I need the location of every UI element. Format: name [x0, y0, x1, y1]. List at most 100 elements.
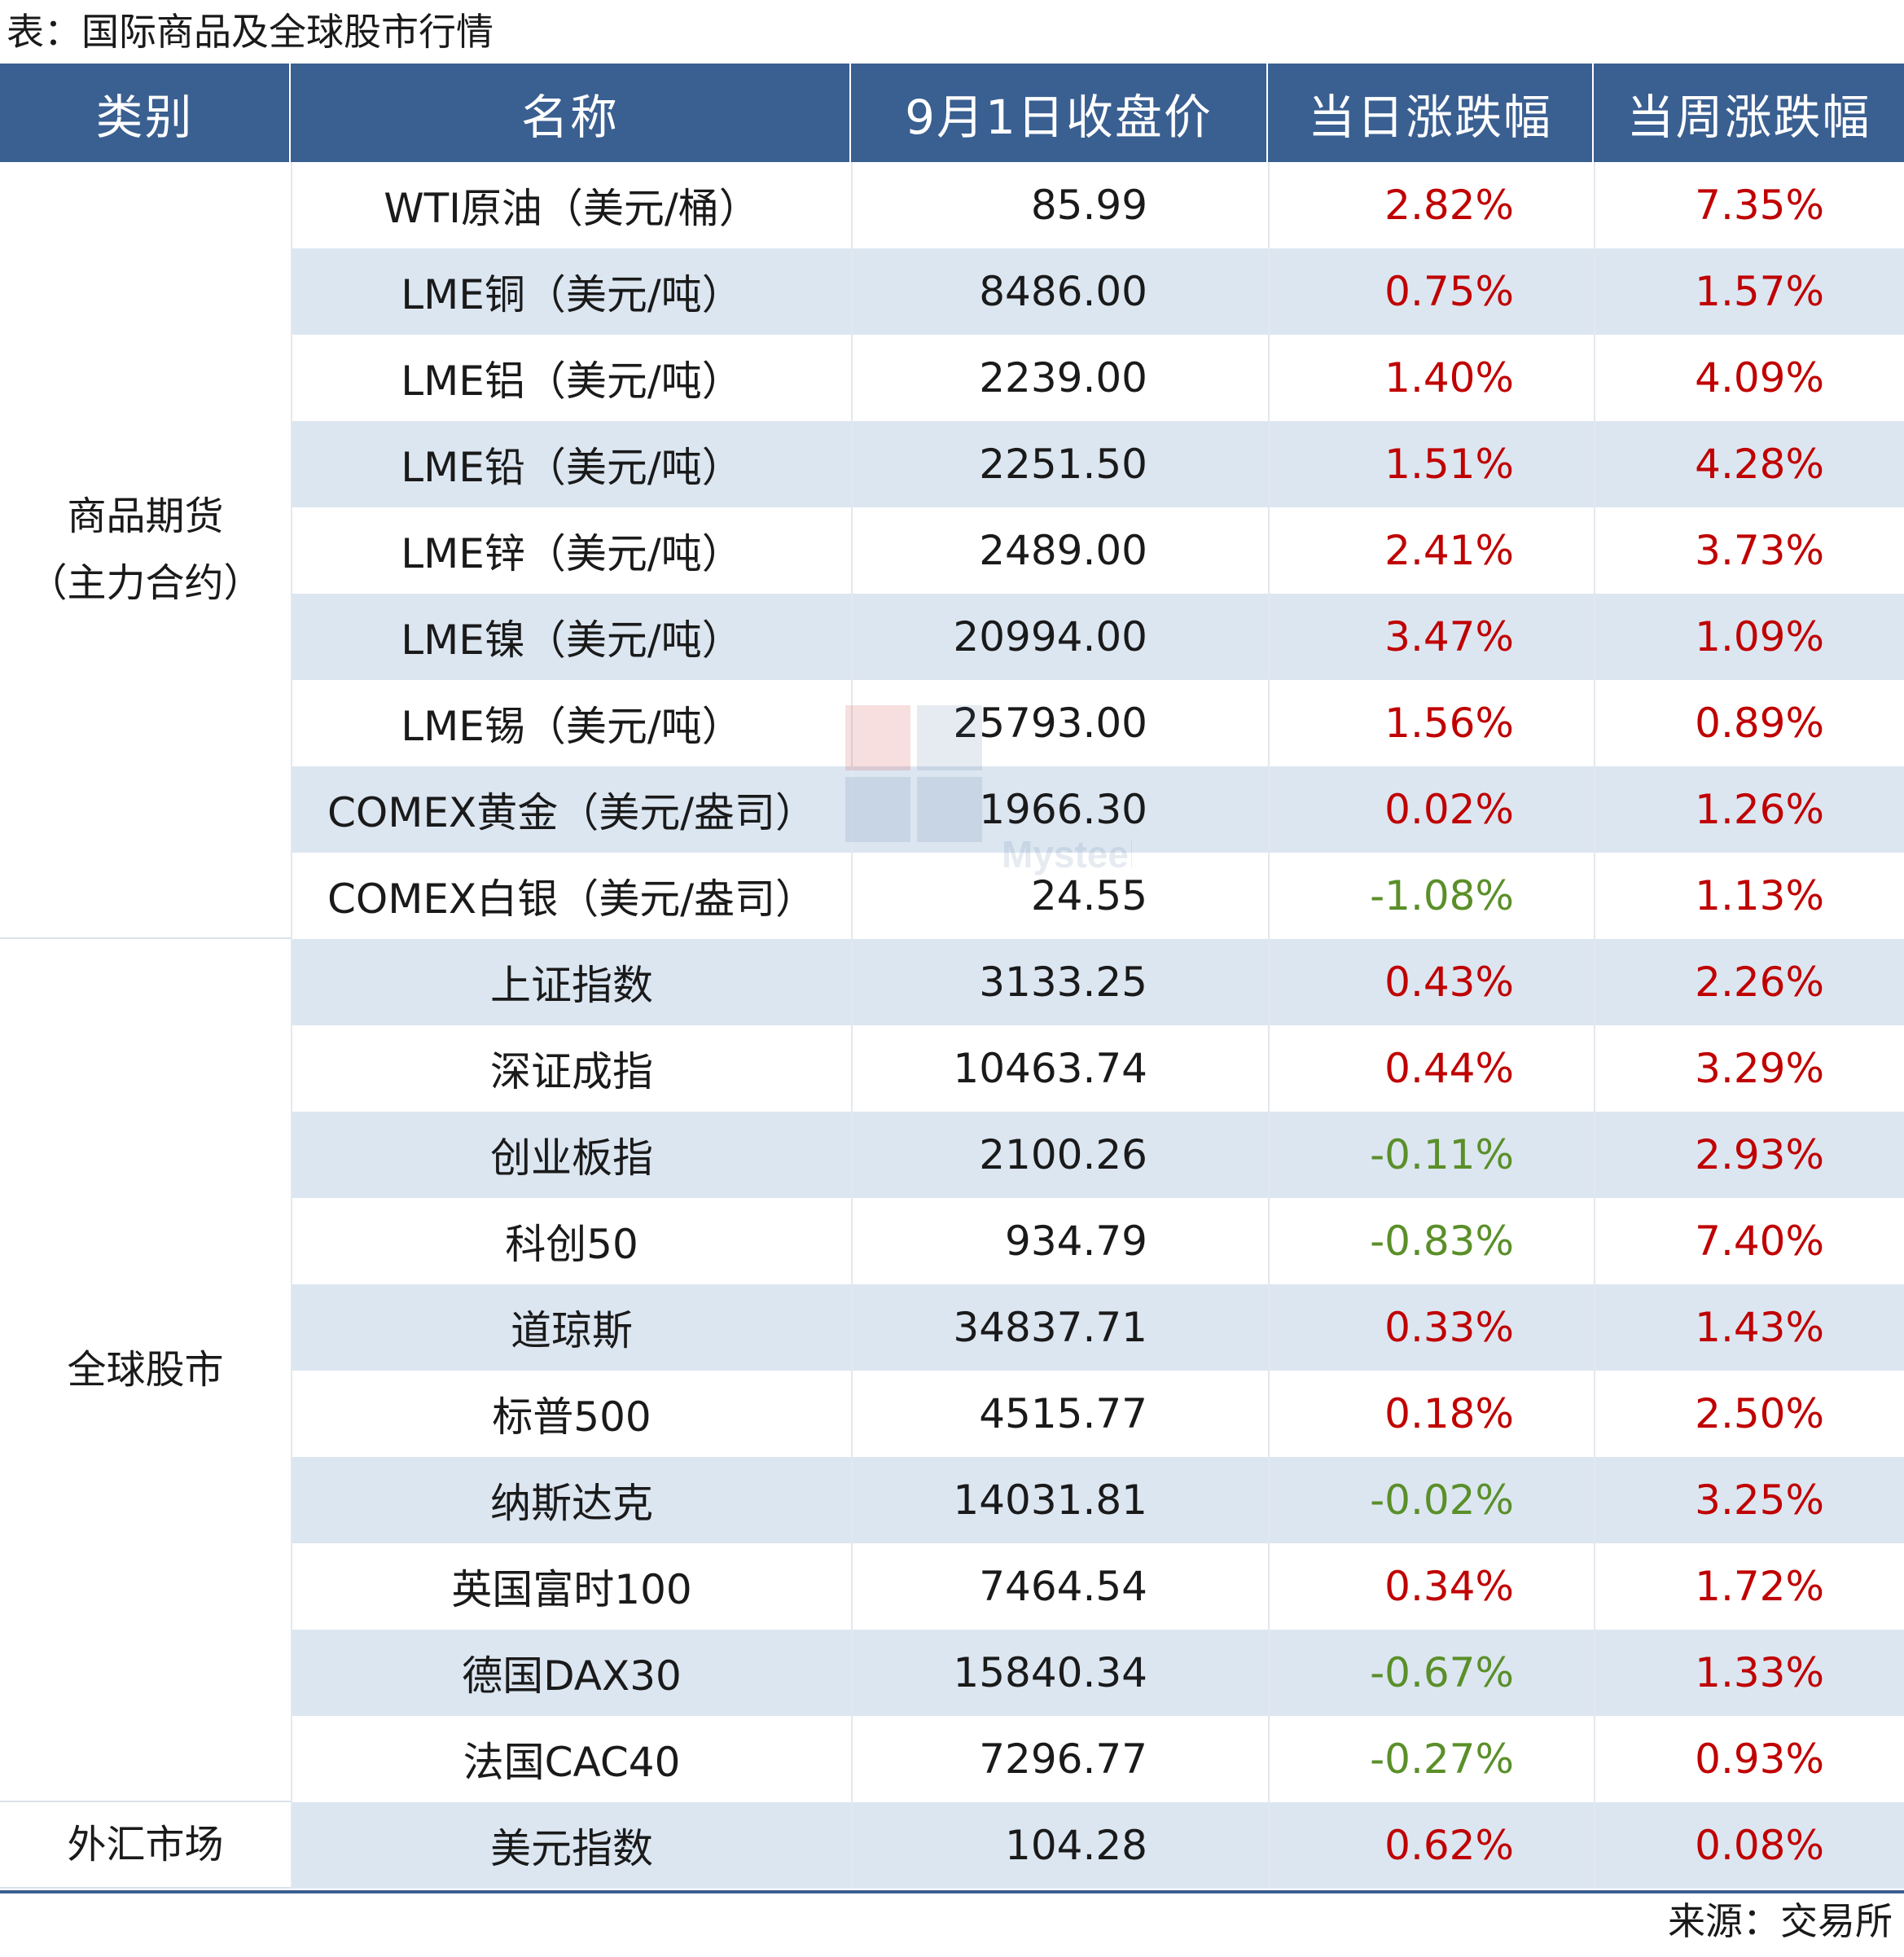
row-week-change: 7.40% [1594, 1198, 1904, 1284]
row-name: 英国富时100 [291, 1543, 851, 1630]
table-row: LME铜（美元/吨） 8486.00 0.75% 1.57% [291, 248, 1904, 335]
row-name: 创业板指 [291, 1112, 851, 1198]
table-row: LME铅（美元/吨） 2251.50 1.51% 4.28% [291, 421, 1904, 507]
row-day-change: 0.62% [1268, 1802, 1594, 1889]
row-week-change: 3.73% [1594, 507, 1904, 594]
row-week-change: 7.35% [1594, 162, 1904, 248]
row-week-change: 4.09% [1594, 335, 1904, 421]
row-name: LME镍（美元/吨） [291, 594, 851, 680]
table-row: COMEX黄金（美元/盎司） 1966.30 0.02% 1.26% [291, 766, 1904, 853]
row-week-change: 1.72% [1594, 1543, 1904, 1630]
row-name: LME铝（美元/吨） [291, 335, 851, 421]
row-price: 2251.50 [851, 421, 1268, 507]
row-price: 1966.30 [851, 766, 1268, 853]
row-name: WTI原油（美元/桶） [291, 162, 851, 248]
row-week-change: 0.89% [1594, 680, 1904, 766]
row-week-change: 0.08% [1594, 1802, 1904, 1889]
row-week-change: 3.29% [1594, 1025, 1904, 1112]
row-price: 2239.00 [851, 335, 1268, 421]
header-week-change: 当周涨跌幅 [1626, 89, 1871, 145]
source-note: 来源：交易所 [1668, 1899, 1893, 1943]
row-price: 7296.77 [851, 1716, 1268, 1802]
category-column: 商品期货 （主力合约） 全球股市外汇市场 [0, 162, 291, 1889]
table-row: 科创50 934.79 -0.83% 7.40% [291, 1198, 1904, 1284]
row-price: 25793.00 [851, 680, 1268, 766]
row-day-change: -0.11% [1268, 1112, 1594, 1198]
table-row: 纳斯达克 14031.81 -0.02% 3.25% [291, 1457, 1904, 1543]
row-price: 104.28 [851, 1802, 1268, 1889]
category-cell: 外汇市场 [0, 1802, 291, 1889]
row-week-change: 1.26% [1594, 766, 1904, 853]
header-category: 类别 [0, 64, 291, 162]
row-name: 标普500 [291, 1371, 851, 1457]
row-day-change: 0.02% [1268, 766, 1594, 853]
row-day-change: -0.27% [1268, 1716, 1594, 1802]
row-price: 34837.71 [851, 1284, 1268, 1371]
row-price: 14031.81 [851, 1457, 1268, 1543]
row-week-change: 1.13% [1594, 853, 1904, 939]
header-day-change: 当日涨跌幅 [1268, 64, 1594, 162]
row-name: COMEX白银（美元/盎司） [291, 853, 851, 939]
table-row: LME锡（美元/吨） 25793.00 1.56% 0.89% [291, 680, 1904, 766]
table-row: 德国DAX30 15840.34 -0.67% 1.33% [291, 1630, 1904, 1716]
row-name: 德国DAX30 [291, 1630, 851, 1716]
row-price: 3133.25 [851, 939, 1268, 1025]
row-name: 深证成指 [291, 1025, 851, 1112]
table-row: 英国富时100 7464.54 0.34% 1.72% [291, 1543, 1904, 1630]
row-name: 美元指数 [291, 1802, 851, 1889]
row-price: 2489.00 [851, 507, 1268, 594]
row-price: 15840.34 [851, 1630, 1268, 1716]
row-name: 科创50 [291, 1198, 851, 1284]
row-day-change: 0.43% [1268, 939, 1594, 1025]
data-rows: WTI原油（美元/桶） 85.99 2.82% 7.35% LME铜（美元/吨） 8486… [291, 162, 1904, 1889]
row-name: LME铅（美元/吨） [291, 421, 851, 507]
row-week-change: 2.50% [1594, 1371, 1904, 1457]
row-day-change: -0.02% [1268, 1457, 1594, 1543]
row-name: LME铜（美元/吨） [291, 248, 851, 335]
row-week-change: 2.93% [1594, 1112, 1904, 1198]
table-row: COMEX白银（美元/盎司） 24.55 -1.08% 1.13% [291, 853, 1904, 939]
row-price: 24.55 [851, 853, 1268, 939]
category-line2: （主力合约） [28, 560, 263, 606]
row-price: 934.79 [851, 1198, 1268, 1284]
table-row: LME锌（美元/吨） 2489.00 2.41% 3.73% [291, 507, 1904, 594]
row-day-change: 1.51% [1268, 421, 1594, 507]
row-day-change: 2.41% [1268, 507, 1594, 594]
category-line1: 外汇市场 [67, 1822, 224, 1867]
table-body: 商品期货 （主力合约） 全球股市外汇市场 WTI原油（美元/桶） 85.99 2.82%… [0, 162, 1904, 1889]
row-price: 20994.00 [851, 594, 1268, 680]
table-row: 创业板指 2100.26 -0.11% 2.93% [291, 1112, 1904, 1198]
category-cell: 全球股市 [0, 939, 291, 1802]
table-row: 法国CAC40 7296.77 -0.27% 0.93% [291, 1716, 1904, 1802]
row-name: LME锡（美元/吨） [291, 680, 851, 766]
table-row: 美元指数 104.28 0.62% 0.08% [291, 1802, 1904, 1889]
market-table: 类别 名称 9月1日收盘价 当日涨跌幅 当周涨跌幅 商品期货 （主力合约） 全球股市… [0, 64, 1904, 1889]
table-caption: 表：国际商品及全球股市行情 [7, 10, 494, 54]
row-price: 10463.74 [851, 1025, 1268, 1112]
row-price: 7464.54 [851, 1543, 1268, 1630]
row-week-change: 4.28% [1594, 421, 1904, 507]
row-price: 85.99 [851, 162, 1268, 248]
category-line1: 商品期货 [67, 494, 224, 539]
table-row: 上证指数 3133.25 0.43% 2.26% [291, 939, 1904, 1025]
row-name: 法国CAC40 [291, 1716, 851, 1802]
row-day-change: 2.82% [1268, 162, 1594, 248]
category-line1: 全球股市 [67, 1347, 224, 1393]
row-week-change: 3.25% [1594, 1457, 1904, 1543]
row-day-change: 3.47% [1268, 594, 1594, 680]
row-day-change: 0.33% [1268, 1284, 1594, 1371]
table-row: 标普500 4515.77 0.18% 2.50% [291, 1371, 1904, 1457]
row-name: 上证指数 [291, 939, 851, 1025]
row-day-change: 0.44% [1268, 1025, 1594, 1112]
category-cell: 商品期货 （主力合约） [0, 162, 291, 939]
row-day-change: -0.67% [1268, 1630, 1594, 1716]
category-label: 商品期货 （主力合约） [28, 483, 262, 616]
row-week-change: 0.93% [1594, 1716, 1904, 1802]
row-name: LME锌（美元/吨） [291, 507, 851, 594]
row-week-change: 1.33% [1594, 1630, 1904, 1716]
row-day-change: -0.83% [1268, 1198, 1594, 1284]
row-price: 8486.00 [851, 248, 1268, 335]
table-row: WTI原油（美元/桶） 85.99 2.82% 7.35% [291, 162, 1904, 248]
row-day-change: 0.34% [1268, 1543, 1594, 1630]
row-name: COMEX黄金（美元/盎司） [291, 766, 851, 853]
